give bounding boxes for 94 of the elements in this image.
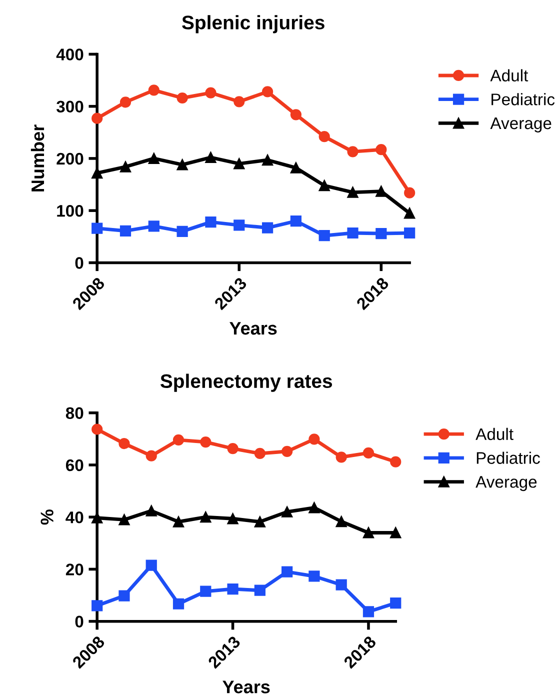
point [318, 131, 330, 142]
y-tick-label: 0 [75, 257, 84, 269]
point [118, 438, 130, 450]
point [336, 516, 347, 528]
point [308, 434, 320, 445]
x-axis-title: Years [230, 322, 277, 335]
point [376, 228, 387, 240]
point [262, 154, 274, 166]
point [92, 112, 103, 124]
point [336, 579, 347, 590]
point [120, 161, 132, 172]
point [336, 452, 347, 463]
point [390, 598, 402, 609]
point [404, 208, 416, 219]
point [282, 446, 293, 457]
point [234, 96, 245, 108]
point [282, 506, 293, 518]
point [227, 583, 238, 595]
y-tick-label: 60 [66, 459, 84, 472]
point [376, 144, 387, 156]
point [347, 186, 358, 198]
y-tick-label: 80 [66, 407, 84, 420]
point [404, 227, 416, 239]
point [146, 560, 157, 571]
point [146, 505, 157, 516]
point [290, 109, 302, 120]
x-axis-title: Years [222, 680, 270, 694]
point [308, 502, 320, 514]
point [200, 512, 212, 523]
point [362, 606, 374, 618]
point [205, 216, 216, 228]
point [120, 225, 132, 236]
point [205, 87, 216, 98]
y-tick-label: 20 [66, 564, 84, 576]
point [172, 516, 184, 528]
y-tick-label: 300 [56, 100, 84, 113]
point [254, 584, 266, 596]
y-tick-label: 400 [56, 48, 84, 60]
point [318, 230, 330, 242]
point [254, 448, 266, 460]
point [172, 598, 184, 610]
point [347, 146, 358, 158]
legend-label: Adult [490, 69, 528, 82]
legend-label: Pediatric [492, 93, 555, 106]
chart-title: Splenectomy rates [160, 374, 332, 392]
point [118, 590, 130, 602]
point [318, 180, 330, 192]
legend-label: Average [476, 476, 537, 492]
chart-title: Splenic injuries [182, 15, 324, 34]
point [92, 168, 103, 179]
point [227, 513, 238, 524]
point [200, 586, 212, 597]
point [148, 84, 160, 96]
point [290, 215, 302, 227]
y-tick-label: 200 [56, 152, 84, 165]
point [227, 442, 238, 454]
point [262, 86, 274, 98]
point [308, 570, 320, 582]
legend-label: Adult [476, 428, 514, 440]
point [290, 162, 302, 174]
point [347, 227, 358, 239]
point [254, 516, 266, 528]
y-axis-title: Number [30, 124, 44, 192]
point [148, 152, 160, 164]
point [92, 222, 103, 234]
y-tick-label: 0 [75, 616, 84, 628]
y-axis-title: % [40, 510, 54, 525]
point [262, 222, 274, 234]
point [390, 527, 402, 538]
point [362, 447, 374, 459]
point [234, 220, 245, 231]
point [404, 187, 416, 198]
point [176, 159, 188, 170]
point [200, 436, 212, 448]
point [172, 434, 184, 446]
point [362, 527, 374, 538]
point [92, 512, 103, 524]
y-tick-label: 100 [57, 204, 84, 217]
point [205, 152, 216, 163]
point [234, 158, 245, 170]
point [282, 566, 293, 578]
point [390, 456, 402, 468]
point [92, 600, 103, 612]
point [176, 92, 188, 104]
legend-label: Average [490, 118, 552, 132]
point [120, 96, 132, 108]
point [176, 226, 188, 237]
point [146, 450, 157, 462]
point [92, 424, 103, 435]
y-tick-label: 40 [66, 511, 84, 524]
legend-label: Pediatric [476, 452, 540, 464]
point [148, 220, 160, 232]
point [118, 514, 130, 526]
point [376, 186, 387, 197]
